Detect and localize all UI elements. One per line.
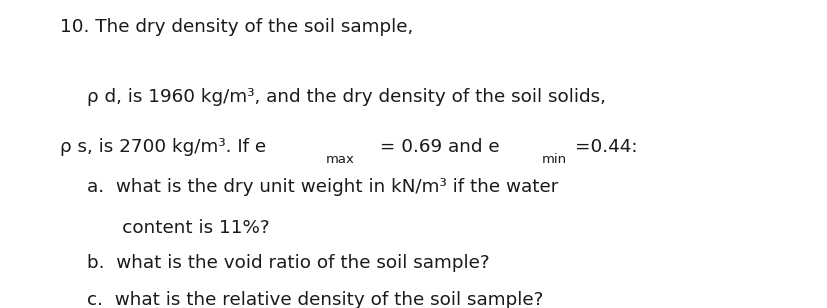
Text: 10. The dry density of the soil sample,: 10. The dry density of the soil sample, — [60, 18, 414, 36]
Text: min: min — [541, 153, 566, 166]
Text: ρ s, is 2700 kg/m³. If e: ρ s, is 2700 kg/m³. If e — [60, 139, 266, 156]
Text: a.  what is the dry unit weight in kN/m³ if the water: a. what is the dry unit weight in kN/m³ … — [87, 179, 557, 197]
Text: content is 11%?: content is 11%? — [87, 219, 270, 237]
Text: =0.44:: =0.44: — [574, 139, 636, 156]
Text: ρ d, is 1960 kg/m³, and the dry density of the soil solids,: ρ d, is 1960 kg/m³, and the dry density … — [87, 88, 605, 106]
Text: c.  what is the relative density of the soil sample?: c. what is the relative density of the s… — [87, 291, 543, 308]
Text: = 0.69 and e: = 0.69 and e — [374, 139, 500, 156]
Text: max: max — [325, 153, 354, 166]
Text: b.  what is the void ratio of the soil sample?: b. what is the void ratio of the soil sa… — [87, 254, 489, 272]
